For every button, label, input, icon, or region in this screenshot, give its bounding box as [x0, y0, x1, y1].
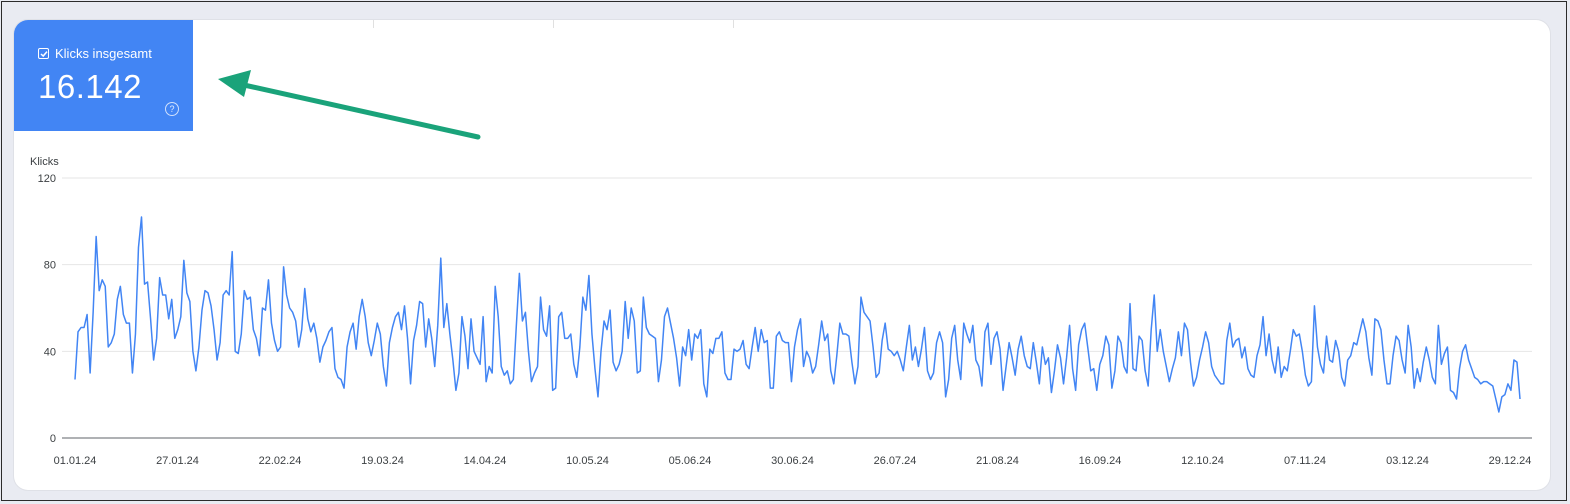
help-icon[interactable]: ? [165, 102, 179, 116]
arrow-shaft [241, 82, 481, 140]
metric-value: 16.142 [38, 68, 142, 105]
y-tick-label: 80 [44, 260, 56, 272]
metric-label: Klicks insgesamt [55, 46, 152, 61]
chart-grid [62, 177, 1532, 439]
x-tick-label: 07.11.24 [1284, 455, 1326, 467]
annotation-arrow [218, 70, 481, 140]
y-axis-label: Klicks [30, 156, 59, 168]
metric-tile-clicks[interactable]: Klicks insgesamt 16.142 ? [14, 20, 193, 131]
x-tick-label: 30.06.24 [771, 455, 814, 467]
x-tick-label: 05.06.24 [669, 455, 712, 467]
metric-header: Klicks insgesamt [38, 46, 152, 61]
x-tick-label: 03.12.24 [1386, 455, 1429, 467]
x-tick-label: 12.10.24 [1181, 455, 1224, 467]
x-tick-label: 22.02.24 [259, 455, 302, 467]
x-tick-label: 14.04.24 [464, 455, 507, 467]
performance-card [14, 20, 1550, 490]
metric-checkbox[interactable] [38, 48, 49, 59]
y-axis-ticks: 0 40 80 120 [38, 173, 56, 445]
x-tick-label: 26.07.24 [874, 455, 917, 467]
x-tick-label: 21.08.24 [976, 455, 1019, 467]
x-tick-label: 10.05.24 [566, 455, 609, 467]
series-line-clicks [74, 216, 1521, 413]
arrow-head [218, 70, 251, 97]
x-tick-label: 19.03.24 [361, 455, 404, 467]
y-tick-label: 40 [44, 346, 56, 358]
y-tick-label: 120 [38, 173, 56, 185]
y-tick-label: 0 [50, 433, 56, 445]
x-tick-label: 27.01.24 [156, 455, 199, 467]
x-tick-label: 01.01.24 [54, 455, 97, 467]
x-tick-label: 16.09.24 [1079, 455, 1122, 467]
x-tick-label: 29.12.24 [1489, 455, 1532, 467]
x-axis-ticks: 01.01.24 27.01.24 22.02.24 19.03.24 14.04.24… [54, 455, 1532, 467]
